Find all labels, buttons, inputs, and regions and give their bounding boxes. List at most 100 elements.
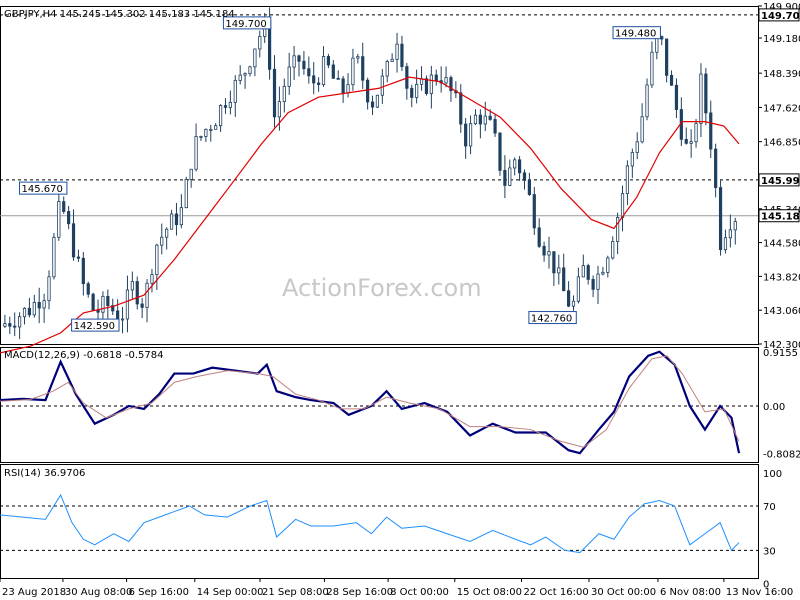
candle-body [459, 92, 463, 125]
candle-body [32, 301, 36, 316]
macd-header-label: MACD(12,26,9) -0.6818 -0.5784 [4, 350, 164, 361]
candle-body [650, 51, 654, 86]
rsi-tick-label: 100 [763, 469, 782, 480]
candle-body [557, 267, 561, 274]
price-tick-label: 149.180 [763, 34, 800, 45]
candle-body [709, 112, 713, 150]
candle-body [728, 229, 732, 239]
candle-body [3, 323, 7, 327]
moving-average-line [0, 76, 740, 354]
price-annotation-box [19, 181, 68, 195]
candle-body [473, 114, 478, 125]
macd-signal-line [0, 355, 740, 448]
candle-body [444, 77, 448, 84]
candle-body [571, 300, 576, 307]
price-tick-label: 144.580 [763, 239, 800, 250]
candle-body [689, 141, 693, 144]
price-annotation-box [612, 26, 661, 40]
time-tick-label: 30 Oct 00:00 [591, 587, 656, 598]
price-tag-box [758, 173, 800, 187]
macd-tick-label: 0.00 [763, 402, 785, 413]
price-tick-label: 147.620 [763, 103, 800, 114]
candle-body [184, 179, 188, 209]
rsi-header-label: RSI(14) 36.9706 [4, 468, 85, 479]
candle-body [179, 207, 183, 226]
candle-body [243, 73, 247, 76]
candle-body [483, 115, 487, 125]
candle-body [140, 303, 144, 308]
candles [3, 7, 737, 340]
panel-frame-macd [0, 347, 759, 463]
candle-body [562, 267, 566, 292]
candle-body [493, 119, 497, 134]
time-tick-label: 6 Nov 08:00 [660, 587, 721, 598]
price-annotation-box [71, 318, 120, 332]
candle-body [346, 84, 350, 94]
panel-frame-rsi [0, 464, 759, 579]
time-tick-label: 28 Sep 16:00 [326, 587, 393, 598]
candle-body [488, 115, 492, 120]
candle-body [434, 74, 438, 82]
time-tick-label: 30 Aug 08:00 [65, 587, 132, 598]
candle-body [596, 273, 600, 290]
price-annotation-label: 149.480 [615, 29, 656, 40]
price-tick-label: 143.820 [763, 272, 800, 283]
price-tag-label: 145.990 [761, 176, 800, 187]
candle-body [150, 274, 154, 284]
candle-body [317, 82, 321, 85]
candle-body [81, 257, 85, 285]
candle-body [620, 193, 625, 218]
candle-body [91, 293, 95, 311]
candle-body [410, 87, 414, 98]
candle-body [415, 83, 419, 98]
candle-body [586, 265, 590, 280]
candle-body [606, 257, 610, 273]
candle-body [718, 187, 723, 251]
candle-body [468, 123, 473, 147]
candle-body [704, 73, 708, 114]
price-tag-box [758, 8, 800, 22]
time-tick-label: 6 Sep 16:00 [129, 587, 189, 598]
candle-body [258, 36, 262, 50]
price-annotation-label: 149.700 [225, 19, 266, 30]
candle-body [307, 68, 311, 77]
candle-body [733, 221, 737, 231]
candle-body [297, 55, 301, 62]
candle-body [503, 169, 507, 186]
candle-body [238, 74, 242, 81]
candle-body [145, 282, 149, 308]
price-tick-label: 148.390 [763, 69, 800, 80]
candle-body [645, 84, 649, 118]
candle-body [96, 309, 100, 313]
candle-body [282, 85, 286, 102]
candle-body [52, 236, 56, 278]
candle-body [174, 213, 179, 226]
candle-body [611, 241, 615, 259]
candle-body [42, 300, 46, 309]
candle-body [674, 84, 679, 110]
candle-body [47, 276, 51, 302]
price-tick-label: 149.900 [763, 2, 800, 13]
candle-body [694, 123, 698, 143]
candle-body [341, 78, 345, 94]
candle-body [714, 148, 718, 188]
time-tick-label: 8 Oct 00:00 [390, 587, 449, 598]
candle-body [522, 172, 527, 181]
candle-body [665, 38, 669, 76]
candle-body [253, 48, 257, 68]
candle-body [18, 316, 22, 328]
macd-line [0, 350, 741, 455]
macd-tick-label: 0.9155 [763, 348, 798, 359]
candle-body [155, 244, 159, 275]
candle-body [233, 79, 237, 103]
candle-body [312, 75, 316, 84]
candle-body [321, 56, 326, 85]
time-tick-label: 15 Oct 08:00 [457, 587, 522, 598]
candle-body [513, 159, 517, 169]
candle-body [130, 281, 134, 291]
candle-body [120, 318, 125, 321]
candle-body [189, 168, 193, 180]
candle-body [616, 217, 620, 242]
rsi-tick-label: 0 [763, 580, 769, 591]
candle-body [356, 56, 360, 59]
